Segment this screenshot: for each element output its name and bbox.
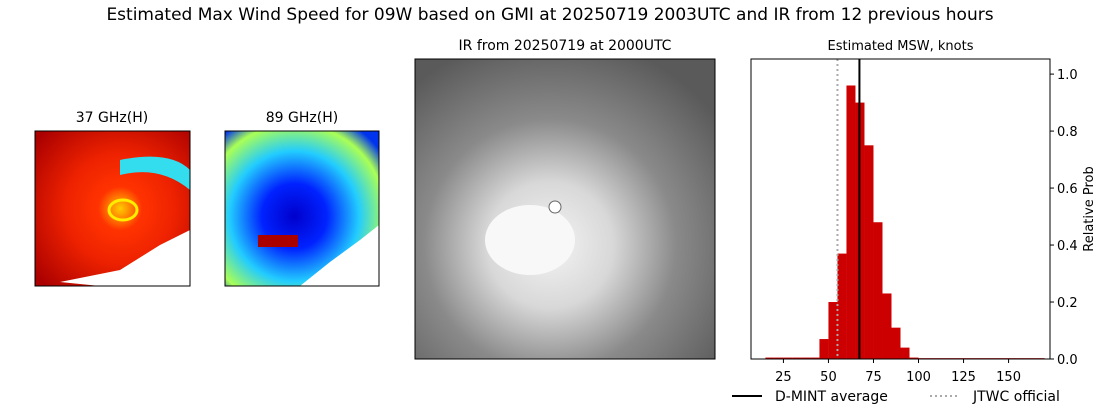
panel-title: IR from 20250719 at 2000UTC: [459, 38, 672, 54]
bar: [801, 357, 811, 359]
bar: [846, 85, 856, 359]
x-tick-label: 150: [996, 370, 1021, 385]
x-tick-label: 50: [820, 370, 837, 385]
bar: [864, 145, 874, 359]
y-axis-label: Relative Prob: [1082, 166, 1097, 251]
bar: [837, 253, 847, 359]
bar: [882, 293, 892, 359]
plot-frame: [750, 58, 1051, 360]
figure-title: Estimated Max Wind Speed for 09W based o…: [106, 5, 993, 25]
bar: [765, 357, 775, 359]
bar: [909, 357, 919, 359]
x-tick-label: 125: [951, 370, 976, 385]
bar: [819, 339, 829, 359]
image-ir: [414, 58, 716, 360]
x-tick-label: 75: [865, 370, 882, 385]
y-tick-label: 0.8: [1057, 125, 1078, 140]
y-tick-label: 0.4: [1057, 239, 1078, 254]
bar: [900, 347, 910, 359]
panel-title: 89 GHz(H): [266, 110, 338, 126]
legend-label: JTWC official: [972, 389, 1060, 405]
legend-label: D-MINT average: [775, 389, 888, 405]
image-37ghz: [34, 130, 191, 287]
bar: [792, 357, 802, 359]
bar: [783, 357, 793, 359]
chart-title: Estimated MSW, knots: [828, 39, 974, 54]
x-tick-label: 100: [906, 370, 931, 385]
image-89ghz: [224, 130, 380, 287]
bar: [828, 302, 838, 359]
y-tick-label: 0.2: [1057, 296, 1078, 311]
x-tick-label: 25: [775, 370, 792, 385]
bar: [891, 327, 901, 359]
panel-title: 37 GHz(H): [76, 110, 148, 126]
bar: [774, 357, 784, 359]
y-tick-label: 0.0: [1057, 353, 1078, 368]
y-tick-label: 1.0: [1057, 68, 1078, 83]
y-tick-label: 0.6: [1057, 182, 1078, 197]
bar: [873, 222, 883, 359]
bar: [810, 357, 820, 359]
